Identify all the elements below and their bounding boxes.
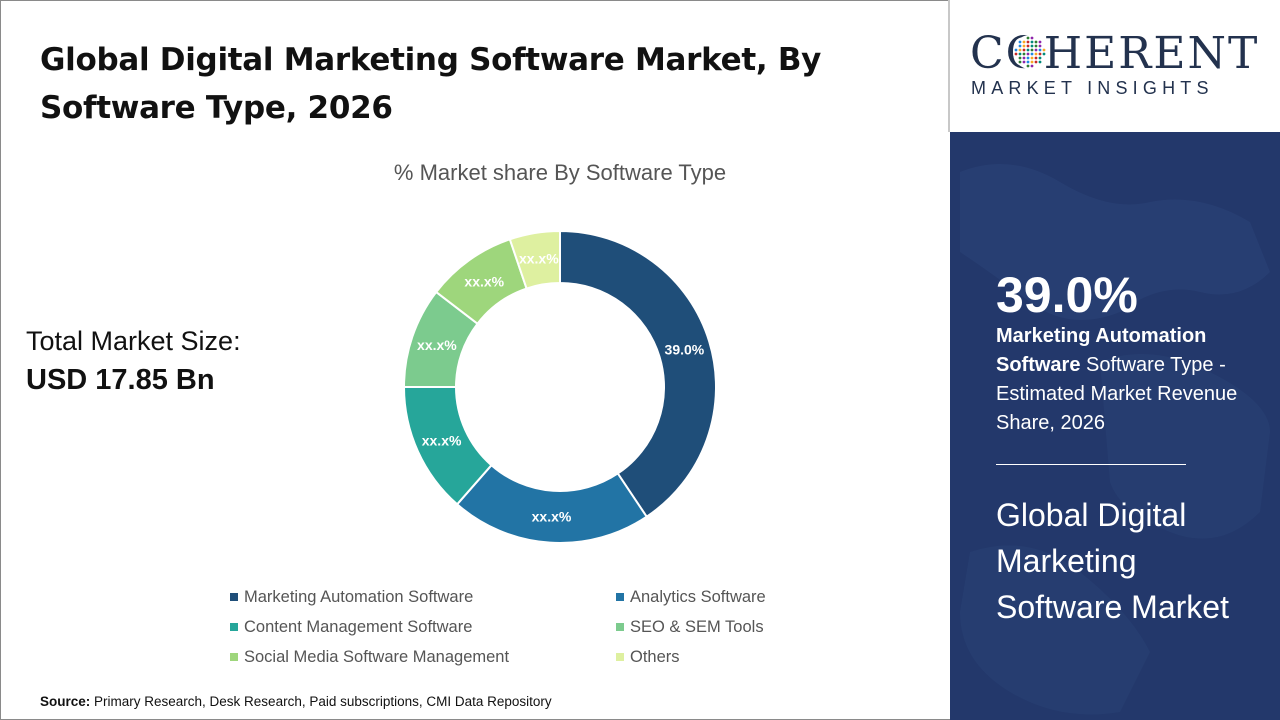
source-note: Source: Primary Research, Desk Research,…: [40, 694, 552, 709]
legend-swatch: [616, 623, 624, 631]
donut-slice: [508, 229, 561, 290]
source-text: Primary Research, Desk Research, Paid su…: [90, 694, 552, 709]
highlight-description: Marketing Automation Software Software T…: [996, 322, 1266, 438]
legend-label: Others: [630, 647, 680, 666]
chart-title: % Market share By Software Type: [393, 160, 727, 185]
donut-chart: 39.0% xx.x% xx.x% xx.x% xx.x% xx.x%: [402, 229, 717, 544]
total-market-label: Total Market Size:: [26, 326, 241, 356]
highlight-panel: 39.0% Marketing Automation Software Soft…: [950, 132, 1280, 720]
legend-label: Content Management Software: [244, 617, 473, 636]
legend-swatch: [616, 653, 624, 661]
legend-item: Others: [616, 646, 850, 668]
donut-slice: [559, 229, 717, 519]
legend-swatch: [230, 653, 238, 661]
legend-swatch: [230, 593, 238, 601]
page-title: Global Digital Marketing Software Market…: [40, 42, 822, 126]
legend-item: Content Management Software: [230, 616, 616, 638]
legend-item: Analytics Software: [616, 586, 850, 608]
chart-legend: Marketing Automation Software Analytics …: [230, 586, 850, 668]
legend-label: SEO & SEM Tools: [630, 617, 764, 636]
legend-item: Marketing Automation Software: [230, 586, 616, 608]
highlight-segment: Marketing Automation Software: [996, 325, 1207, 376]
slice-data-label: xx.x%: [519, 251, 559, 267]
vertical-divider: [948, 0, 950, 132]
logo-tagline: MARKET INSIGHTS: [971, 78, 1214, 98]
panel-divider: [996, 464, 1186, 465]
company-logo: COHERENT MARKET INSIGHTS: [950, 0, 1280, 132]
highlight-segment-rest: Software Type - Estimated Market Revenue…: [996, 354, 1238, 434]
slice-data-label: 39.0%: [665, 341, 705, 357]
slice-data-label: xx.x%: [532, 509, 572, 525]
legend-label: Marketing Automation Software: [244, 587, 474, 606]
globe-dots-icon: [1013, 35, 1047, 69]
world-map-background: [960, 164, 1270, 715]
total-market-value: USD 17.85 Bn: [26, 364, 215, 396]
slice-data-label: xx.x%: [422, 433, 462, 449]
highlight-market-name: Global Digital Marketing Software Market: [996, 497, 1229, 625]
legend-item: Social Media Software Management: [230, 646, 616, 668]
legend-label: Analytics Software: [630, 587, 766, 606]
source-label: Source:: [40, 694, 91, 709]
legend-swatch: [616, 593, 624, 601]
donut-slice: [455, 463, 649, 544]
legend-swatch: [230, 623, 238, 631]
slice-data-label: xx.x%: [464, 273, 504, 289]
chart-area: Global Digital Marketing Software Market…: [26, 42, 850, 709]
legend-label: Social Media Software Management: [244, 647, 510, 666]
slice-data-label: xx.x%: [417, 337, 457, 353]
legend-item: SEO & SEM Tools: [616, 616, 850, 638]
highlight-percent: 39.0%: [996, 267, 1138, 323]
